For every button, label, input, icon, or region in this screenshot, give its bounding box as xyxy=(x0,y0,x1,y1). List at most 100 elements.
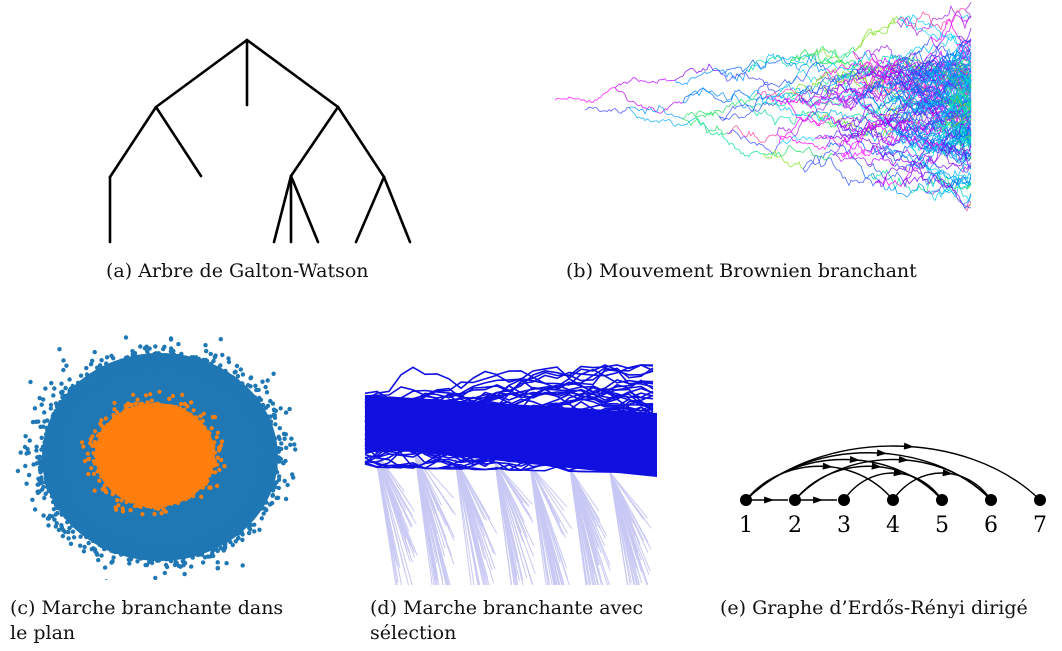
brownian-path xyxy=(750,106,808,126)
inner-point xyxy=(201,469,206,475)
inner-point xyxy=(163,410,168,415)
outer-point xyxy=(268,485,274,490)
inner-point xyxy=(167,404,173,409)
inner-point xyxy=(208,485,213,490)
brownian-path xyxy=(778,68,818,93)
discarded-branch xyxy=(609,472,638,585)
outer-point xyxy=(106,366,111,372)
outer-point xyxy=(99,358,104,363)
outer-point xyxy=(56,468,62,473)
inner-point xyxy=(87,456,92,461)
outer-point xyxy=(264,459,269,464)
brownian-path xyxy=(924,149,972,188)
outer-point xyxy=(200,549,205,555)
inner-point xyxy=(170,393,175,399)
graph-node xyxy=(887,494,899,506)
outer-point xyxy=(117,373,122,378)
discarded-branch xyxy=(414,454,455,538)
outer-point xyxy=(240,563,245,568)
outer-point xyxy=(45,418,50,423)
outer-point xyxy=(176,341,181,347)
outer-point xyxy=(217,534,222,539)
outer-point xyxy=(86,384,92,389)
outer-point xyxy=(83,382,88,387)
outer-point xyxy=(278,406,283,411)
selected-path xyxy=(364,385,654,423)
inner-point xyxy=(159,511,164,516)
outer-point xyxy=(153,575,158,580)
discarded-branch xyxy=(609,472,649,543)
outer-point xyxy=(78,519,84,524)
inner-point xyxy=(113,477,118,482)
outer-point xyxy=(41,397,46,402)
inner-point xyxy=(212,450,218,455)
inner-point xyxy=(115,498,120,503)
outer-point xyxy=(199,369,204,375)
brownian-path xyxy=(832,126,886,156)
outer-point xyxy=(57,347,62,352)
outer-point xyxy=(242,505,247,511)
outer-point xyxy=(261,444,266,449)
outer-point xyxy=(40,455,45,460)
brownian-path xyxy=(802,154,876,187)
brownian-path xyxy=(940,115,972,132)
outer-point xyxy=(259,470,264,475)
brownian-path xyxy=(898,72,946,97)
inner-point xyxy=(200,418,205,423)
outer-point xyxy=(257,437,262,442)
brownian-path xyxy=(948,99,972,119)
arrowhead-icon xyxy=(876,449,887,457)
inner-point xyxy=(86,472,91,477)
graph-node-label: 4 xyxy=(886,513,900,538)
selected-path xyxy=(364,364,654,410)
outer-point xyxy=(252,395,258,401)
outer-point xyxy=(138,344,143,349)
outer-point xyxy=(71,535,77,540)
outer-point xyxy=(243,397,248,403)
brownian-path xyxy=(944,75,972,103)
discarded-branch xyxy=(569,468,590,585)
inner-point xyxy=(149,398,154,403)
outer-point xyxy=(54,456,59,461)
outer-point xyxy=(95,365,100,370)
inner-point xyxy=(199,485,204,490)
inner-point xyxy=(146,495,151,500)
graph-edge xyxy=(794,465,943,501)
outer-point xyxy=(35,482,40,487)
outer-point xyxy=(162,362,167,367)
outer-point xyxy=(274,470,280,475)
outer-point xyxy=(260,487,265,493)
inner-point xyxy=(120,488,125,493)
outer-point xyxy=(254,505,259,510)
graph-node-label: 6 xyxy=(984,513,998,538)
outer-point xyxy=(269,469,274,475)
outer-point xyxy=(265,418,270,423)
outer-point xyxy=(260,427,266,432)
outer-point xyxy=(148,547,153,552)
outer-point xyxy=(280,460,286,465)
discarded-branch xyxy=(569,468,610,585)
outer-point xyxy=(154,551,160,556)
outer-point xyxy=(203,343,208,348)
graph-node-label: 7 xyxy=(1033,513,1047,538)
brownian-path xyxy=(852,55,926,82)
outer-point xyxy=(127,561,132,566)
inner-point xyxy=(99,474,104,479)
outer-point xyxy=(67,497,72,503)
outer-point xyxy=(64,363,69,368)
outer-point xyxy=(89,535,95,541)
inner-point xyxy=(111,413,116,418)
inner-point xyxy=(123,407,128,412)
outer-point xyxy=(248,498,253,504)
outer-point xyxy=(76,508,82,513)
outer-point xyxy=(259,461,264,466)
brownian-path xyxy=(884,129,942,147)
inner-point xyxy=(215,483,220,488)
inner-point xyxy=(92,440,97,445)
outer-point xyxy=(267,502,273,507)
outer-point xyxy=(43,451,48,457)
outer-point xyxy=(145,349,150,354)
outer-point xyxy=(34,448,39,453)
inner-point xyxy=(110,492,115,497)
brownian-path xyxy=(964,1,972,11)
